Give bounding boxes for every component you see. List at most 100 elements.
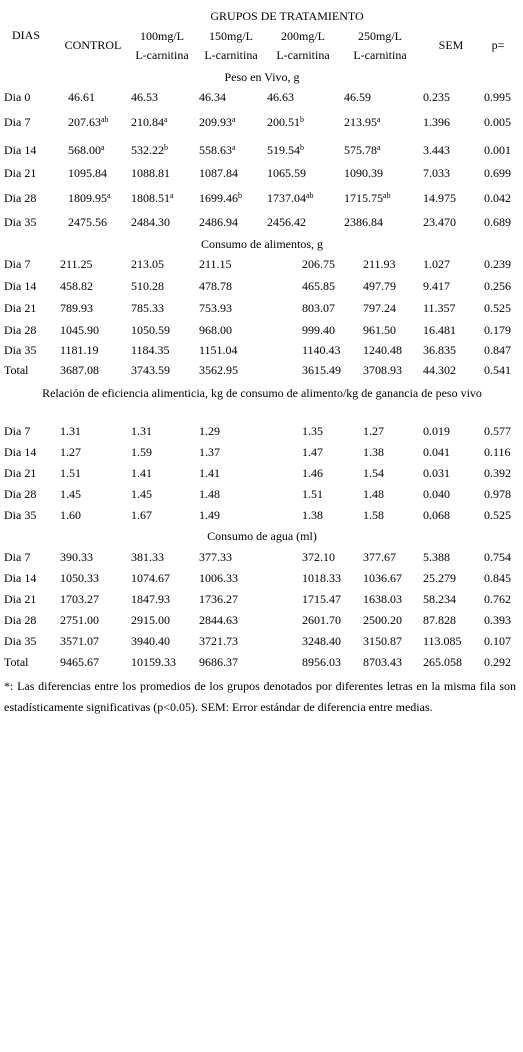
row-label: Dia 7 (4, 257, 31, 271)
column-header: SEM (438, 38, 464, 52)
cell-value: 1737.04 (267, 191, 306, 205)
row-label: Dia 21 (4, 592, 37, 606)
cell: 1087.84 (199, 166, 238, 180)
row-label: Dia 7 (4, 424, 31, 438)
column-header: L-carnitina (135, 48, 189, 62)
cell-value: 1699.46 (199, 191, 238, 205)
cell: 14.975 (423, 191, 456, 205)
cell: 1737.04ab (267, 191, 314, 205)
cell: 0.040 (423, 487, 450, 501)
cell: 1.48 (363, 487, 384, 501)
cell: 1.38 (363, 445, 384, 459)
cell: 1045.90 (60, 323, 99, 337)
cell: 2486.94 (199, 215, 238, 229)
cell: 46.63 (267, 90, 294, 104)
cell: 113.085 (423, 634, 462, 648)
row-label: Dia 35 (4, 508, 37, 522)
cell: 46.34 (199, 90, 226, 104)
row-label: Dia 14 (4, 143, 37, 157)
cell: 0.041 (423, 445, 450, 459)
cell: 0.525 (484, 508, 511, 522)
cell: 211.25 (60, 257, 93, 271)
row-label: Dia 35 (4, 343, 37, 357)
cell: 968.00 (199, 323, 232, 337)
row-label: Dia 14 (4, 571, 37, 585)
cell: 1074.67 (131, 571, 170, 585)
cell: 1.38 (302, 508, 323, 522)
superscript: b (164, 143, 168, 152)
cell: 1.46 (302, 466, 323, 480)
cell: 200.51b (267, 115, 304, 129)
cell: 3.443 (423, 143, 450, 157)
cell-value: 568.00 (68, 143, 101, 157)
cell: 1699.46b (199, 191, 242, 205)
cell: 1184.35 (131, 343, 170, 357)
cell: 519.54b (267, 143, 304, 157)
cell: 558.63a (199, 143, 236, 157)
cell: 753.93 (199, 301, 232, 315)
cell-value: 1808.51 (131, 191, 170, 205)
cell: 1.45 (131, 487, 152, 501)
cell-value: 519.54 (267, 143, 300, 157)
cell: 211.93 (363, 257, 396, 271)
cell: 3743.59 (131, 363, 170, 377)
cell: 1.49 (199, 508, 220, 522)
column-header: p= (491, 38, 505, 52)
cell: 1018.33 (302, 571, 341, 585)
cell: 3687.08 (60, 363, 99, 377)
cell: 478.78 (199, 279, 232, 293)
cell: 10159.33 (131, 655, 176, 669)
cell: 1065.59 (267, 166, 306, 180)
cell: 1.58 (363, 508, 384, 522)
cell: 2475.56 (68, 215, 107, 229)
cell: 377.33 (199, 550, 232, 564)
cell: 36.835 (423, 343, 456, 357)
cell: 1.027 (423, 257, 450, 271)
cell: 0.116 (484, 445, 511, 459)
cell: 568.00a (68, 143, 105, 157)
cell: 0.239 (484, 257, 511, 271)
cell: 9.417 (423, 279, 450, 293)
cell: 0.541 (484, 363, 511, 377)
cell: 510.28 (131, 279, 164, 293)
cell: 87.828 (423, 613, 456, 627)
section-title: Peso en Vivo, g (224, 70, 300, 84)
cell: 3248.40 (302, 634, 341, 648)
cell: 372.10 (302, 550, 335, 564)
cell: 46.61 (68, 90, 95, 104)
cell: 3562.95 (199, 363, 238, 377)
cell: 0.005 (484, 115, 511, 129)
cell: 0.256 (484, 279, 511, 293)
cell: 0.068 (423, 508, 450, 522)
cell: 8956.03 (302, 655, 341, 669)
cell: 9686.37 (199, 655, 238, 669)
cell: 0.031 (423, 466, 450, 480)
cell: 803.07 (302, 301, 335, 315)
row-label: Dia 0 (4, 90, 31, 104)
cell: 1050.33 (60, 571, 99, 585)
cell: 1715.75ab (344, 191, 391, 205)
cell: 1151.04 (199, 343, 238, 357)
cell: 961.50 (363, 323, 396, 337)
superscript: a (164, 115, 168, 124)
row-label: Dia 21 (4, 466, 37, 480)
cell: 11.357 (423, 301, 456, 315)
group-title: GRUPOS DE TRATAMIENTO (210, 9, 364, 23)
cell: 390.33 (60, 550, 93, 564)
cell: 2751.00 (60, 613, 99, 627)
row-label: Total (4, 655, 29, 669)
row-label: Dia 14 (4, 279, 37, 293)
cell: 1.29 (199, 424, 220, 438)
cell: 1181.19 (60, 343, 99, 357)
row-label: Dia 35 (4, 634, 37, 648)
cell-value: 213.95 (344, 115, 377, 129)
column-header: 100mg/L (140, 29, 184, 43)
cell: 1809.95a (68, 191, 111, 205)
cell: 0.754 (484, 550, 511, 564)
cell: 2500.20 (363, 613, 402, 627)
cell: 7.033 (423, 166, 450, 180)
row-label: Dia 28 (4, 191, 37, 205)
cell: 1.31 (131, 424, 152, 438)
cell: 0.699 (484, 166, 511, 180)
cell: 1088.81 (131, 166, 170, 180)
